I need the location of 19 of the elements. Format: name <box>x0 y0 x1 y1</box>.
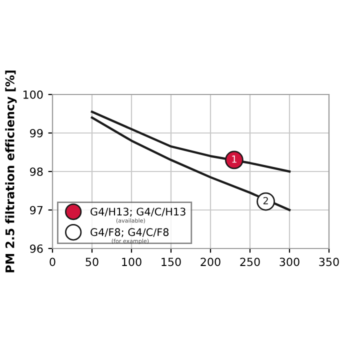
x-tick-label: 0 <box>50 258 56 266</box>
y-tick-label: 97 <box>30 206 43 214</box>
x-tick-label: 100 <box>122 258 142 266</box>
x-tick-label: 200 <box>200 258 220 266</box>
x-tick-label: 250 <box>240 258 260 266</box>
x-tick-label: 300 <box>280 258 300 266</box>
y-tick-label: 96 <box>30 244 43 253</box>
y-tick-label: 100 <box>23 90 43 99</box>
legend-label: G4/H13; G4/C/H13 <box>90 208 186 217</box>
annotation: 2 <box>263 196 268 204</box>
line-series <box>90 110 291 173</box>
legend-label: G4/F8; G4/C/F8 <box>90 228 169 238</box>
y-tick-label: 98 <box>30 167 43 176</box>
annotation: 1 <box>232 156 236 163</box>
x-tick-label: 150 <box>162 258 181 266</box>
y-tick-label: 99 <box>30 128 43 138</box>
x-tick-label: 350 <box>319 258 339 266</box>
x-tick-label: 50 <box>86 258 98 266</box>
y-axis-title: PM 2.5 filtration efficiency [%] <box>5 70 17 272</box>
